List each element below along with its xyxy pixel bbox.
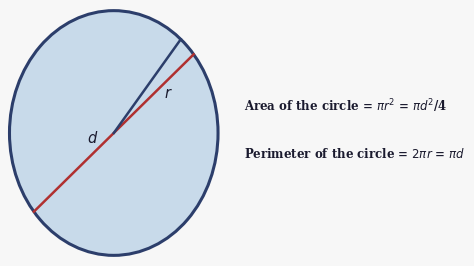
Text: Perimeter of the circle = $2\pi r$ = $\pi d$: Perimeter of the circle = $2\pi r$ = $\p… xyxy=(244,147,465,161)
Text: Area of the circle = $\pi r^2$ = $\pi d^2$/4: Area of the circle = $\pi r^2$ = $\pi d^… xyxy=(244,98,447,115)
Ellipse shape xyxy=(9,11,218,255)
Text: $r$: $r$ xyxy=(164,88,173,101)
Text: $d$: $d$ xyxy=(87,130,98,146)
